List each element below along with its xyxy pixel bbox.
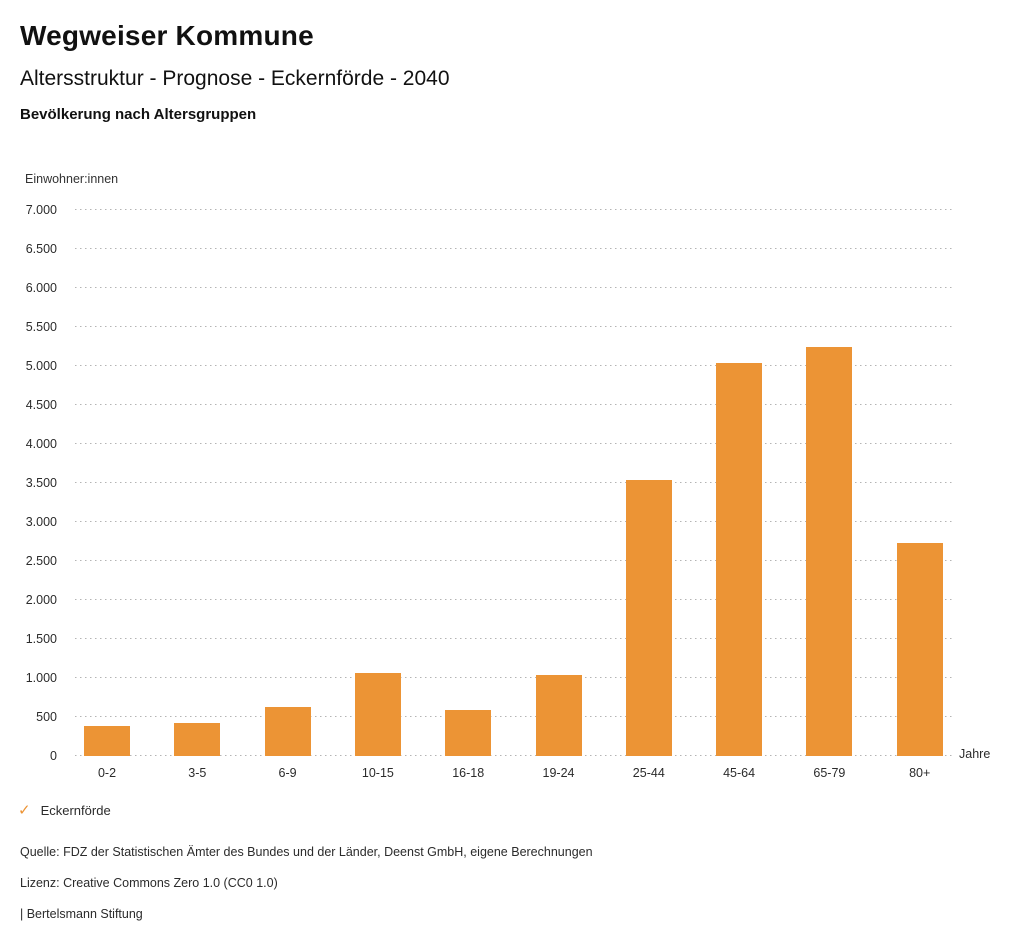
x-tick-label-80+: 80+	[909, 766, 931, 780]
gridline-6.500	[75, 248, 953, 249]
bar-65-79[interactable]	[806, 347, 853, 756]
y-tick-label: 7.000	[25, 203, 57, 217]
legend-item-eckernfoerde[interactable]: ✓ Eckernförde	[18, 803, 111, 818]
checkmark-icon: ✓	[18, 802, 31, 819]
x-tick-label-25-44: 25-44	[632, 766, 665, 780]
gridline-0	[75, 755, 953, 756]
y-tick-label: 5.000	[25, 359, 57, 373]
gridline-2.500	[75, 560, 953, 561]
y-tick-label: 5.500	[25, 320, 57, 334]
gridline-3.500	[75, 482, 953, 483]
x-tick-label-3-5: 3-5	[188, 766, 207, 780]
y-tick-label: 3.500	[25, 476, 57, 490]
gridline-4.000	[75, 443, 953, 444]
gridline-2.000	[75, 599, 953, 600]
bar-6-9[interactable]	[264, 707, 311, 756]
x-tick-label-16-18: 16-18	[452, 766, 485, 780]
y-axis-title: Einwohner:innen	[25, 172, 119, 186]
y-tick-label: 6.000	[25, 281, 57, 295]
gridline-5.000	[75, 365, 953, 366]
y-tick-label: 2.500	[25, 554, 57, 568]
x-tick-label-6-9: 6-9	[278, 766, 297, 780]
y-tick-label: 2.000	[25, 593, 57, 607]
y-tick-label: 1.000	[25, 671, 57, 685]
gridline-500	[75, 716, 953, 717]
y-tick-label: 4.000	[25, 437, 57, 451]
y-tick-label: 3.000	[25, 515, 57, 529]
source-text: Quelle: FDZ der Statistischen Ämter des …	[20, 845, 593, 859]
gridline-3.000	[75, 521, 953, 522]
attribution-text: | Bertelsmann Stiftung	[20, 907, 143, 921]
bar-0-2[interactable]	[84, 725, 130, 756]
license-text: Lizenz: Creative Commons Zero 1.0 (CC0 1…	[20, 876, 278, 890]
y-tick-label: 500	[36, 710, 57, 724]
page-title: Wegweiser Kommune	[20, 20, 314, 51]
x-tick-label-19-24: 19-24	[542, 766, 575, 780]
x-tick-label-65-79: 65-79	[813, 766, 846, 780]
y-tick-label: 4.500	[25, 398, 57, 412]
y-tick-label: 0	[50, 749, 57, 763]
chart-caption: Bevölkerung nach Altersgruppen	[20, 106, 257, 123]
gridline-6.000	[75, 287, 953, 288]
x-axis-title: Jahre	[959, 747, 991, 761]
bar-45-64[interactable]	[716, 362, 763, 756]
gridline-4.500	[75, 404, 953, 405]
bar-19-24[interactable]	[535, 675, 582, 756]
gridline-1.500	[75, 638, 953, 639]
legend-label: Eckernförde	[40, 803, 111, 818]
bar-3-5[interactable]	[174, 723, 221, 756]
plot-area	[75, 209, 953, 756]
x-tick-label-45-64: 45-64	[723, 766, 756, 780]
gridline-5.500	[75, 326, 953, 327]
bar-16-18[interactable]	[445, 709, 492, 756]
bar-25-44[interactable]	[625, 479, 672, 756]
gridline-7.000	[75, 209, 953, 210]
y-tick-label: 1.500	[25, 632, 57, 646]
bar-80+[interactable]	[896, 543, 943, 756]
x-tick-label-0-2: 0-2	[97, 766, 117, 780]
y-tick-label: 6.500	[25, 242, 57, 256]
gridline-1.000	[75, 677, 953, 678]
page-subtitle: Altersstruktur - Prognose - Eckernförde …	[20, 67, 450, 90]
x-tick-label-10-15: 10-15	[361, 766, 394, 780]
bar-10-15[interactable]	[354, 673, 401, 756]
